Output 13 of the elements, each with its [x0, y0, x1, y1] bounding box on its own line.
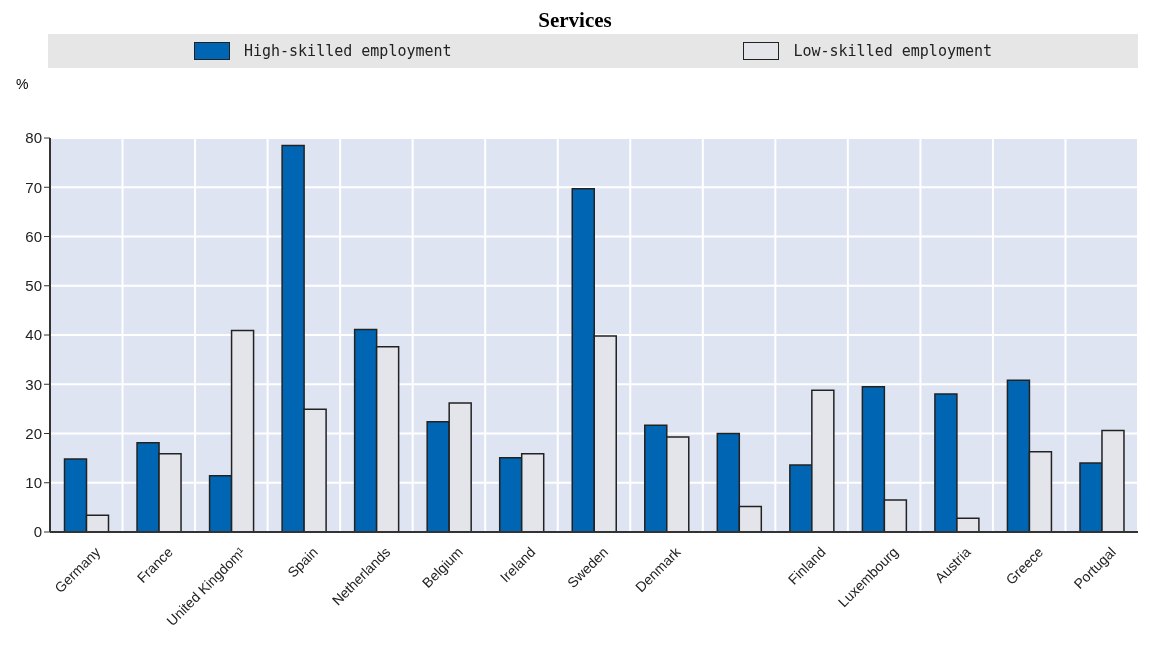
- y-axis-title: %: [16, 76, 29, 92]
- chart-title: Services: [537, 8, 613, 33]
- y-tick-label: 50: [25, 277, 42, 295]
- y-tick-label: 20: [25, 424, 42, 442]
- y-tick-label: 70: [25, 178, 42, 196]
- y-tick-label: 30: [25, 375, 42, 393]
- legend-label: High-skilled employment: [242, 42, 452, 60]
- legend-label: Low-skilled employment: [792, 42, 993, 60]
- y-tick-label: 10: [25, 474, 42, 492]
- y-tick-label: 60: [25, 227, 42, 245]
- y-tick-label: 80: [25, 129, 42, 147]
- y-tick-label: 0: [33, 523, 42, 541]
- y-tick-label: 40: [25, 326, 42, 344]
